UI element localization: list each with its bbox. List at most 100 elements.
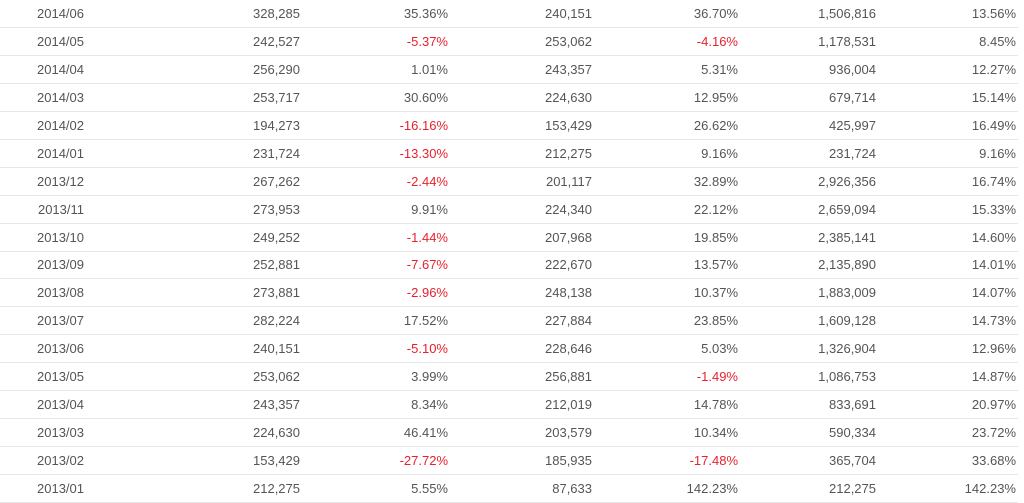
period-cell: 2013/12 <box>0 167 88 196</box>
prior-value-cell: 203,579 <box>448 418 592 447</box>
value-cell: 224,630 <box>88 418 300 447</box>
value-cell: 273,881 <box>88 278 300 308</box>
value-cell: 153,429 <box>88 446 300 475</box>
cumulative-cell: 2,385,141 <box>738 223 876 252</box>
cumulative-cell: 833,691 <box>738 390 876 419</box>
prior-value-cell: 224,340 <box>448 195 592 224</box>
cumulative-cell: 590,334 <box>738 418 876 447</box>
prior-change-cell: 32.89% <box>592 167 738 196</box>
change-cell: -7.67% <box>300 251 448 280</box>
value-cell: 212,275 <box>88 474 300 503</box>
prior-value-cell: 201,117 <box>448 167 592 196</box>
value-cell: 273,953 <box>88 195 300 224</box>
table-row: 2013/06 240,151 -5.10% 228,646 5.03% 1,326,90… <box>0 334 1018 364</box>
table-row: 2013/01 212,275 5.55% 87,633 142.23% 212,275 1… <box>0 474 1018 503</box>
value-cell: 231,724 <box>88 139 300 168</box>
table-row: 2014/02 194,273 -16.16% 153,429 26.62% 425,99… <box>0 111 1018 140</box>
prior-change-cell: 5.03% <box>592 334 738 364</box>
cumulative-change-cell: 9.16% <box>876 139 1018 168</box>
value-cell: 249,252 <box>88 223 300 252</box>
cumulative-change-cell: 16.74% <box>876 167 1018 196</box>
prior-value-cell: 253,062 <box>448 27 592 57</box>
table-row: 2013/04 243,357 8.34% 212,019 14.78% 833,691 2… <box>0 390 1018 419</box>
table-row: 2013/08 273,881 -2.96% 248,138 10.37% 1,883,0… <box>0 278 1018 308</box>
cumulative-cell: 1,086,753 <box>738 362 876 391</box>
prior-change-cell: 36.70% <box>592 0 738 29</box>
period-cell: 2013/04 <box>0 390 88 419</box>
prior-value-cell: 240,151 <box>448 0 592 29</box>
cumulative-change-cell: 14.60% <box>876 223 1018 252</box>
value-cell: 328,285 <box>88 0 300 29</box>
prior-value-cell: 207,968 <box>448 223 592 252</box>
prior-change-cell: 22.12% <box>592 195 738 224</box>
cumulative-change-cell: 14.07% <box>876 278 1018 308</box>
prior-value-cell: 248,138 <box>448 278 592 308</box>
value-cell: 243,357 <box>88 390 300 419</box>
change-cell: 17.52% <box>300 306 448 336</box>
period-cell: 2013/02 <box>0 446 88 475</box>
cumulative-change-cell: 15.33% <box>876 195 1018 224</box>
cumulative-change-cell: 14.73% <box>876 306 1018 336</box>
prior-change-cell: 23.85% <box>592 306 738 336</box>
prior-change-cell: 142.23% <box>592 474 738 503</box>
prior-change-cell: -1.49% <box>592 362 738 391</box>
change-cell: 1.01% <box>300 55 448 85</box>
change-cell: 46.41% <box>300 418 448 447</box>
table-row: 2014/06 328,285 35.36% 240,151 36.70% 1,506,8… <box>0 0 1018 29</box>
value-cell: 242,527 <box>88 27 300 57</box>
prior-change-cell: 12.95% <box>592 83 738 113</box>
table-row: 2013/05 253,062 3.99% 256,881 -1.49% 1,086,75… <box>0 362 1018 391</box>
prior-change-cell: 9.16% <box>592 139 738 168</box>
cumulative-cell: 425,997 <box>738 111 876 140</box>
value-cell: 282,224 <box>88 306 300 336</box>
change-cell: -2.96% <box>300 278 448 308</box>
cumulative-cell: 1,883,009 <box>738 278 876 308</box>
change-cell: -16.16% <box>300 111 448 140</box>
prior-value-cell: 224,630 <box>448 83 592 113</box>
cumulative-change-cell: 14.87% <box>876 362 1018 391</box>
change-cell: -13.30% <box>300 139 448 168</box>
cumulative-change-cell: 33.68% <box>876 446 1018 475</box>
cumulative-change-cell: 13.56% <box>876 0 1018 29</box>
prior-change-cell: 10.34% <box>592 418 738 447</box>
table-row: 2014/04 256,290 1.01% 243,357 5.31% 936,004 12… <box>0 55 1018 85</box>
change-cell: -1.44% <box>300 223 448 252</box>
value-cell: 256,290 <box>88 55 300 85</box>
value-cell: 194,273 <box>88 111 300 140</box>
table-row: 2013/07 282,224 17.52% 227,884 23.85% 1,609,1… <box>0 306 1018 336</box>
change-cell: -5.37% <box>300 27 448 57</box>
prior-value-cell: 185,935 <box>448 446 592 475</box>
cumulative-cell: 1,178,531 <box>738 27 876 57</box>
prior-change-cell: 14.78% <box>592 390 738 419</box>
cumulative-change-cell: 12.27% <box>876 55 1018 85</box>
prior-change-cell: 10.37% <box>592 278 738 308</box>
table-row: 2014/01 231,724 -13.30% 212,275 9.16% 231,724… <box>0 139 1018 168</box>
prior-change-cell: 5.31% <box>592 55 738 85</box>
period-cell: 2013/11 <box>0 195 88 224</box>
prior-change-cell: -17.48% <box>592 446 738 475</box>
change-cell: 3.99% <box>300 362 448 391</box>
value-cell: 253,062 <box>88 362 300 391</box>
cumulative-cell: 2,135,890 <box>738 251 876 280</box>
table-row: 2014/03 253,717 30.60% 224,630 12.95% 679,714… <box>0 83 1018 113</box>
cumulative-cell: 679,714 <box>738 83 876 113</box>
cumulative-cell: 365,704 <box>738 446 876 475</box>
table-row: 2013/12 267,262 -2.44% 201,117 32.89% 2,926,3… <box>0 167 1018 196</box>
period-cell: 2013/10 <box>0 223 88 252</box>
period-cell: 2013/01 <box>0 474 88 503</box>
change-cell: -27.72% <box>300 446 448 475</box>
prior-change-cell: 19.85% <box>592 223 738 252</box>
period-cell: 2014/06 <box>0 0 88 29</box>
period-cell: 2013/06 <box>0 334 88 364</box>
prior-value-cell: 227,884 <box>448 306 592 336</box>
table-row: 2013/11 273,953 9.91% 224,340 22.12% 2,659,09… <box>0 195 1018 224</box>
cumulative-cell: 1,506,816 <box>738 0 876 29</box>
period-cell: 2014/02 <box>0 111 88 140</box>
cumulative-cell: 212,275 <box>738 474 876 503</box>
period-cell: 2013/05 <box>0 362 88 391</box>
prior-value-cell: 228,646 <box>448 334 592 364</box>
change-cell: 9.91% <box>300 195 448 224</box>
prior-value-cell: 212,019 <box>448 390 592 419</box>
